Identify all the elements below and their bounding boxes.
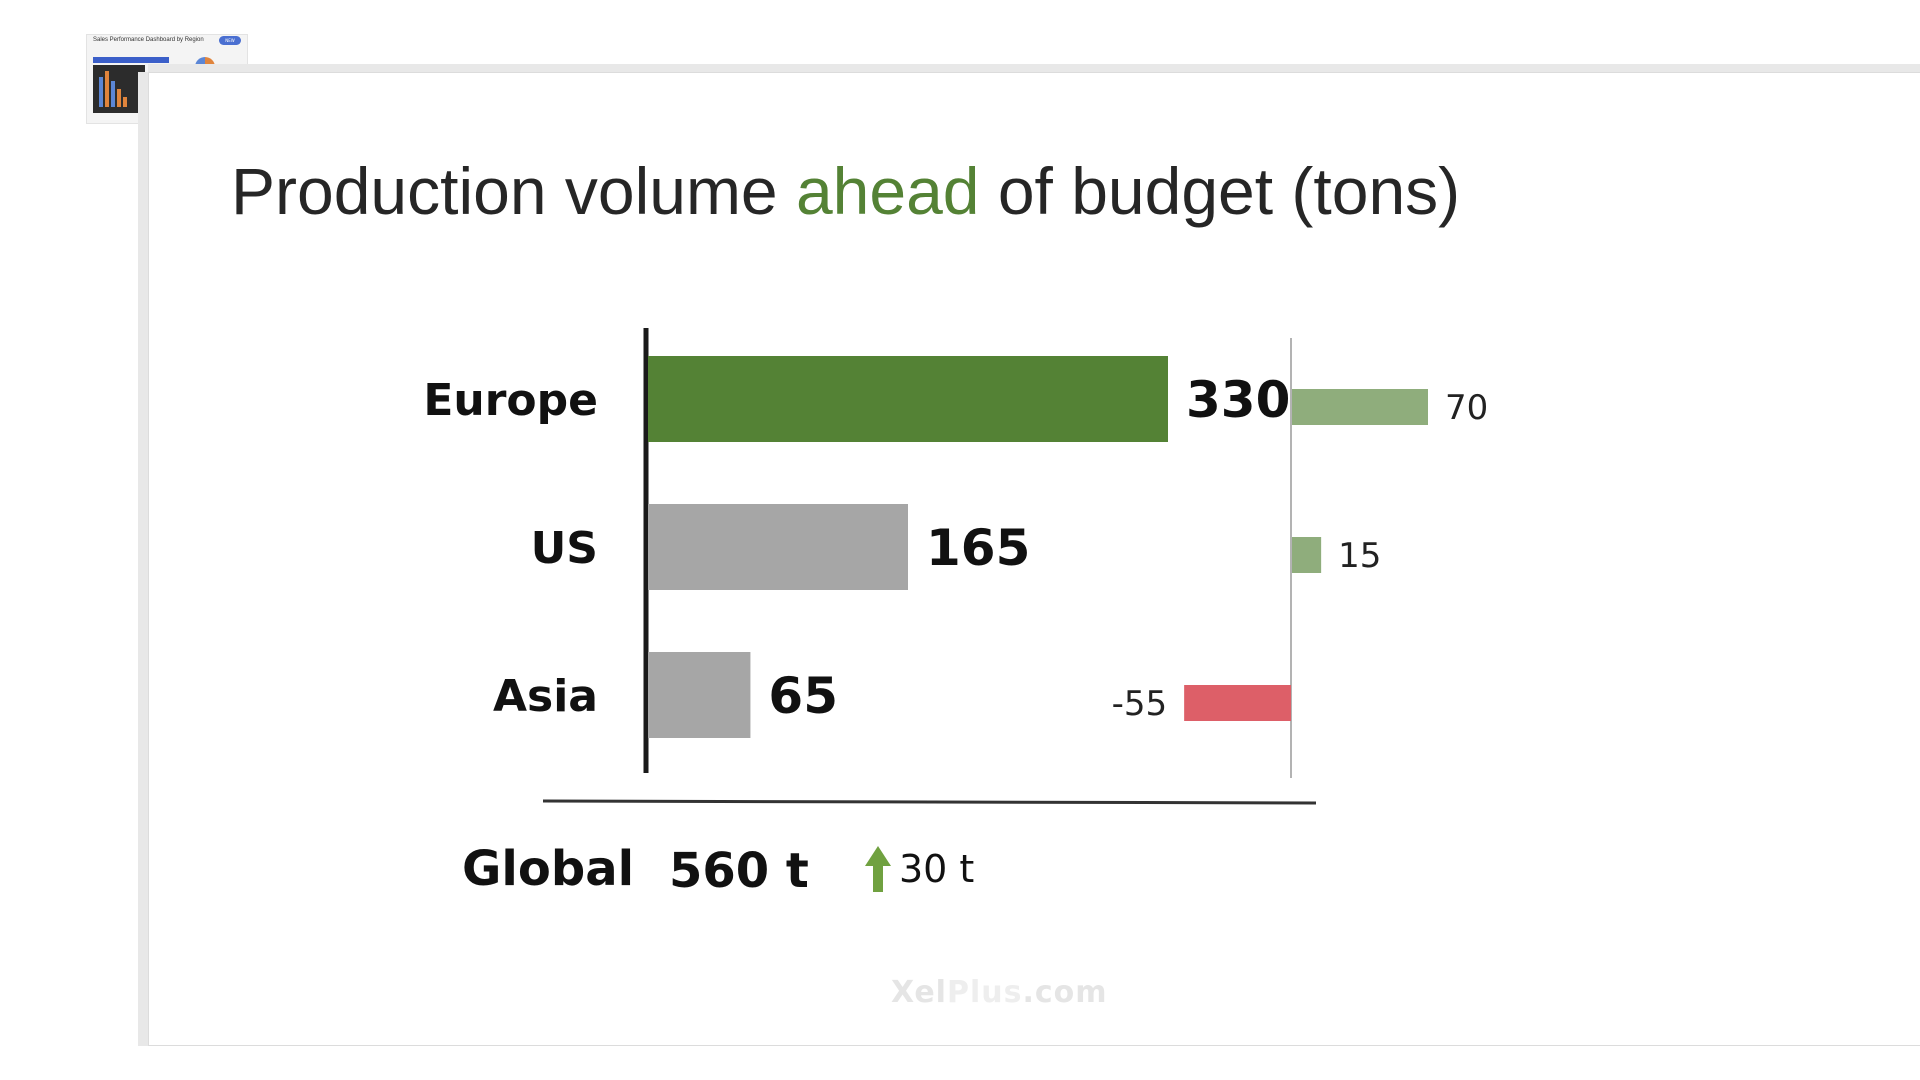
value-label-asia: 65 [768,667,838,725]
value-label-europe: 330 [1186,371,1290,429]
category-label-us: US [531,523,598,574]
variance-label-europe: 70 [1445,388,1488,428]
watermark-main: Xel [891,975,947,1010]
variance-label-asia: -55 [1112,684,1168,724]
total-divider [542,799,1317,805]
slide: Production volume ahead of budget (tons)… [148,72,1920,1046]
variance-bar-asia [1184,685,1291,721]
watermark-end: .com [1022,975,1108,1010]
thumbnail-badge: NEW [219,36,241,45]
watermark: XelPlus.com [891,975,1108,1010]
bar-europe [648,356,1168,442]
category-label-asia: Asia [493,671,598,722]
watermark-dim: Plus [946,975,1023,1010]
title-prefix: Production volume [231,154,796,228]
value-label-us: 165 [926,519,1030,577]
category-label-europe: Europe [423,375,598,426]
thumbnail-chart [93,65,145,113]
thumbnail-header-bar [93,57,169,63]
arrow-up-icon [865,846,891,892]
title-suffix: of budget (tons) [979,154,1461,228]
slide-title: Production volume ahead of budget (tons) [231,153,1460,229]
bar-us [648,504,908,590]
title-accent: ahead [795,154,980,228]
thumbnail-title: Sales Performance Dashboard by Region [93,37,204,43]
bar-asia [648,652,751,738]
global-label: Global [462,841,635,897]
global-value: 560 t [669,843,809,899]
variance-bar-us [1292,537,1322,573]
bar-chart: Europe 330 70 US 165 15 Asia 65 -55 [423,328,1488,805]
global-delta: 30 t [899,847,975,891]
variance-label-us: 15 [1338,536,1381,576]
variance-bar-europe [1292,389,1428,425]
